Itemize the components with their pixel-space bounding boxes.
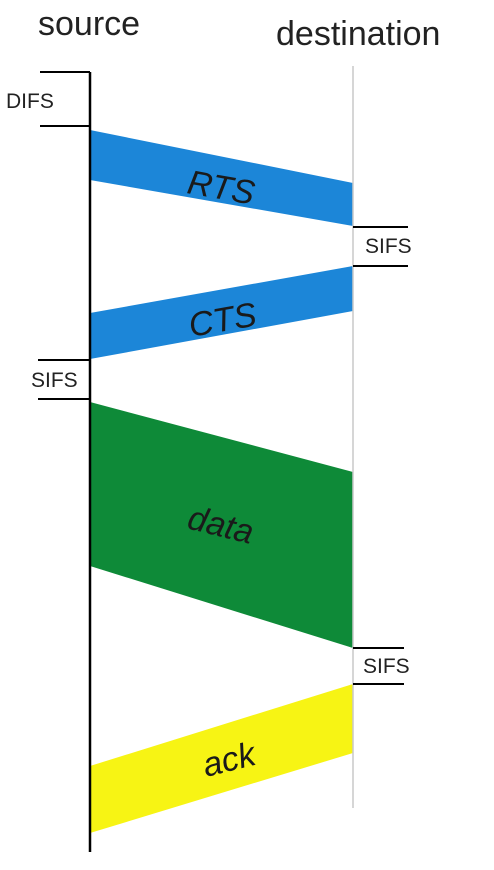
ack-frame — [90, 684, 353, 833]
difs-bracket — [40, 71, 90, 127]
sifs-bracket-after-cts — [38, 359, 90, 400]
data-frame — [90, 402, 353, 648]
sifs-label-after-data: SIFS — [363, 655, 410, 678]
rts-frame — [90, 130, 353, 226]
source-header: source — [38, 5, 140, 43]
difs-label: DIFS — [6, 90, 54, 113]
cts-frame — [90, 266, 353, 359]
destination-header: destination — [276, 15, 440, 53]
sifs-label-after-cts: SIFS — [31, 369, 78, 392]
sifs-label-after-rts: SIFS — [365, 235, 412, 258]
sifs-bracket-after-rts — [353, 226, 408, 267]
sifs-bracket-after-data — [353, 647, 404, 685]
